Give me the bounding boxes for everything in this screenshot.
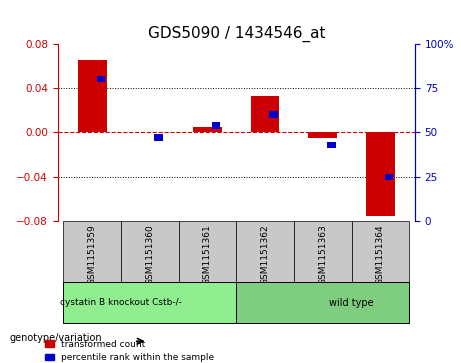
Text: wild type: wild type: [329, 298, 374, 308]
Text: GSM1151359: GSM1151359: [88, 224, 97, 285]
Legend: transformed count, percentile rank within the sample: transformed count, percentile rank withi…: [41, 336, 218, 363]
Text: GSM1151363: GSM1151363: [318, 224, 327, 285]
FancyBboxPatch shape: [64, 221, 121, 282]
Bar: [96, 76, 105, 82]
Text: GSM1151362: GSM1151362: [260, 224, 270, 285]
Bar: [366, 132, 395, 216]
Bar: [384, 174, 393, 180]
Text: genotype/variation: genotype/variation: [9, 333, 102, 343]
Text: GSM1151364: GSM1151364: [376, 224, 385, 285]
Bar: [78, 60, 106, 132]
Text: GSM1151361: GSM1151361: [203, 224, 212, 285]
Bar: [269, 111, 278, 118]
Text: cystatin B knockout Cstb-/-: cystatin B knockout Cstb-/-: [60, 298, 182, 307]
FancyBboxPatch shape: [179, 221, 236, 282]
Bar: [327, 142, 336, 148]
FancyBboxPatch shape: [64, 282, 236, 323]
Bar: [212, 122, 220, 129]
FancyBboxPatch shape: [236, 282, 409, 323]
FancyBboxPatch shape: [351, 221, 409, 282]
Bar: [193, 127, 222, 132]
FancyBboxPatch shape: [236, 221, 294, 282]
Bar: [251, 96, 279, 132]
Text: GSM1151360: GSM1151360: [145, 224, 154, 285]
Title: GDS5090 / 1434546_at: GDS5090 / 1434546_at: [148, 26, 325, 42]
Bar: [154, 135, 163, 141]
FancyBboxPatch shape: [294, 221, 351, 282]
Bar: [308, 132, 337, 138]
FancyBboxPatch shape: [121, 221, 179, 282]
